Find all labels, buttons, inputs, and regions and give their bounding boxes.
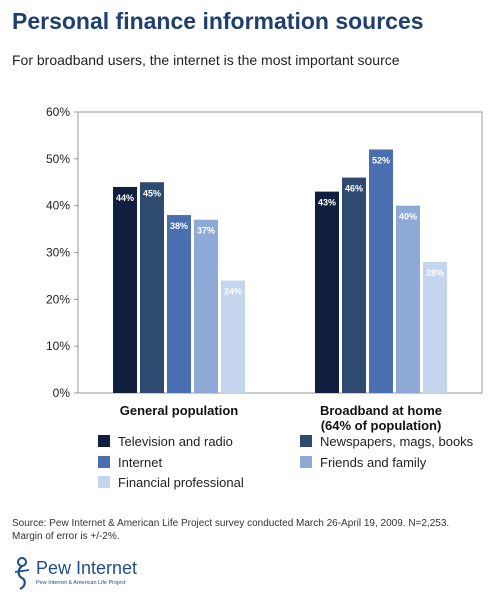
- y-tick-label: 20%: [46, 292, 70, 306]
- bar-value-label: 52%: [372, 155, 390, 165]
- bar-value-label: 45%: [143, 188, 161, 198]
- legend-swatch: [300, 435, 312, 447]
- bar-value-label: 24%: [224, 287, 242, 297]
- bar-value-label: 28%: [426, 268, 444, 278]
- pew-internet-logo: Pew Internet Pew Internet & American Lif…: [10, 556, 160, 592]
- y-tick-label: 0%: [53, 386, 71, 400]
- plot-frame: [77, 111, 483, 394]
- legend-label: Newspapers, mags, books: [320, 434, 474, 449]
- legend-label: Television and radio: [118, 434, 233, 449]
- bar: [342, 177, 366, 393]
- y-tick-label: 50%: [46, 152, 70, 166]
- y-tick-label: 60%: [46, 105, 70, 119]
- bar-value-label: 40%: [399, 212, 417, 222]
- bar: [221, 280, 245, 393]
- legend-label: Financial professional: [118, 475, 244, 490]
- legend-swatch: [98, 435, 110, 447]
- bar: [315, 191, 339, 393]
- bar-value-label: 46%: [345, 184, 363, 194]
- logo-wordmark: Pew Internet: [36, 558, 138, 578]
- pew-person-icon: [14, 557, 30, 590]
- y-tick-label: 30%: [46, 246, 70, 260]
- bar: [423, 261, 447, 393]
- legend-label: Friends and family: [320, 455, 427, 470]
- bar-value-label: 44%: [116, 193, 134, 203]
- bar: [140, 182, 164, 393]
- x-category-label: General population: [120, 403, 239, 418]
- legend-swatch: [300, 456, 312, 468]
- source-note: Source: Pew Internet & American Life Pro…: [12, 518, 450, 542]
- x-category-label: Broadband at home: [320, 403, 442, 418]
- chart-subtitle: For broadband users, the internet is the…: [12, 52, 400, 68]
- bar-value-label: 43%: [318, 198, 336, 208]
- legend-label: Internet: [118, 455, 163, 470]
- bar-value-label: 38%: [170, 221, 188, 231]
- y-tick-label: 40%: [46, 199, 70, 213]
- legend-swatch: [98, 456, 110, 468]
- bar: [113, 186, 137, 393]
- chart-title: Personal finance information sources: [12, 8, 424, 34]
- bar: [167, 215, 191, 393]
- bar: [396, 205, 420, 393]
- logo-tagline: Pew Internet & American Life Project: [36, 580, 126, 586]
- y-tick-label: 10%: [46, 339, 70, 353]
- bar: [194, 219, 218, 393]
- bar: [369, 149, 393, 393]
- bar-value-label: 37%: [197, 226, 215, 236]
- legend-swatch: [98, 476, 110, 488]
- x-category-label: (64% of population): [321, 418, 442, 433]
